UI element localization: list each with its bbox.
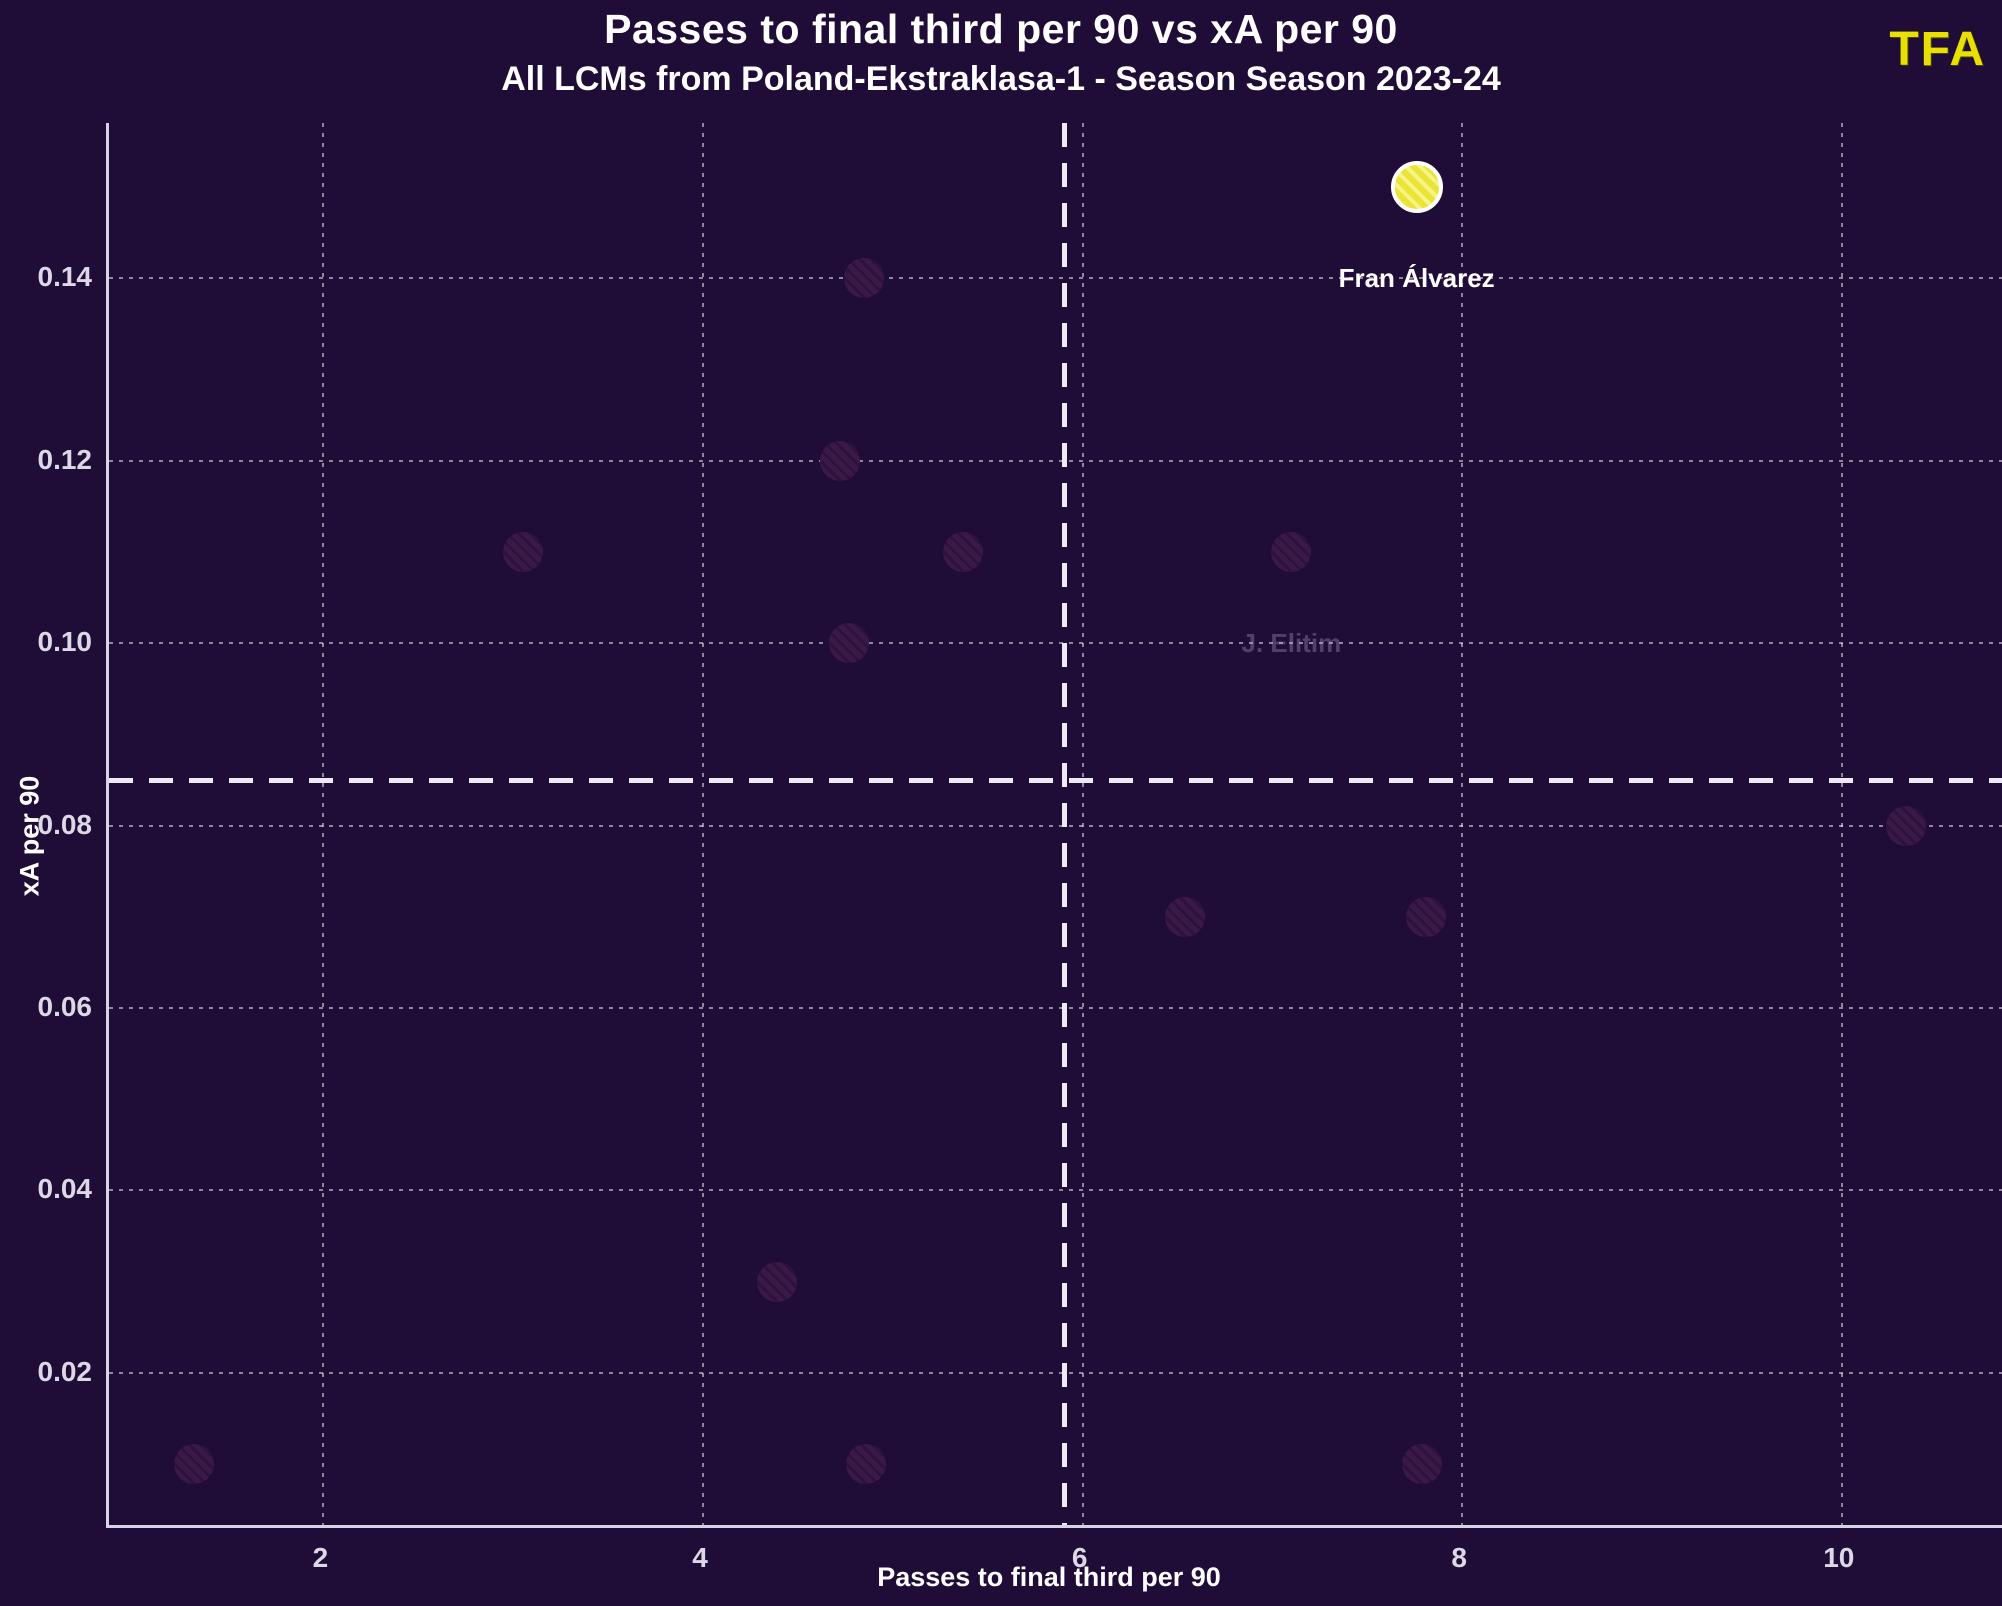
gridline-y xyxy=(109,277,2002,280)
y-tick-label: 0.10 xyxy=(37,626,93,658)
gridline-x xyxy=(1461,123,1464,1525)
plot-area: Fran Álvarez J. Elitim xyxy=(106,123,2002,1528)
x-tick-label: 8 xyxy=(1451,1542,1467,1573)
data-point xyxy=(1271,531,1312,572)
data-point xyxy=(844,258,885,299)
x-tick-label: 10 xyxy=(1823,1542,1855,1573)
y-tick-label: 0.06 xyxy=(37,990,93,1022)
chart-title: Passes to final third per 90 vs xA per 9… xyxy=(604,6,1398,52)
data-point xyxy=(1886,805,1927,846)
data-point xyxy=(1165,896,1206,937)
mean-line-vertical xyxy=(1061,123,1067,1525)
data-point xyxy=(1406,896,1447,937)
y-tick-label: 0.08 xyxy=(37,808,93,840)
gridline-x xyxy=(702,123,705,1525)
y-tick-label: 0.04 xyxy=(37,1173,93,1205)
data-point xyxy=(846,1444,887,1485)
data-point xyxy=(829,623,870,664)
point-label: J. Elitim xyxy=(1241,627,1342,658)
gridline-x xyxy=(322,123,325,1525)
data-point xyxy=(943,531,984,572)
x-tick-label: 2 xyxy=(312,1542,329,1573)
tfa-logo: TFA xyxy=(1889,23,1986,76)
gridline-x xyxy=(1081,123,1084,1525)
data-point xyxy=(819,440,860,481)
y-tick-label: 0.12 xyxy=(37,443,93,475)
data-point-highlight xyxy=(1390,160,1443,213)
data-point xyxy=(502,531,543,572)
gridline-y xyxy=(109,1189,2002,1192)
x-tick-label: 6 xyxy=(1071,1542,1088,1573)
gridline-x xyxy=(1840,123,1843,1525)
gridline-y xyxy=(109,824,2002,827)
gridline-y xyxy=(109,1371,2002,1374)
gridline-y xyxy=(109,459,2002,462)
gridline-y xyxy=(109,642,2002,645)
y-tick-label: 0.02 xyxy=(37,1355,93,1387)
data-point xyxy=(174,1444,215,1485)
point-label: Fran Álvarez xyxy=(1338,262,1495,293)
chart-subtitle: All LCMs from Poland-Ekstraklasa-1 - Sea… xyxy=(501,60,1501,98)
y-axis-title: xA per 90 xyxy=(14,775,45,897)
mean-line-horizontal xyxy=(109,777,2002,783)
data-point xyxy=(757,1261,798,1302)
gridline-y xyxy=(109,1006,2002,1009)
x-tick-label: 4 xyxy=(692,1542,708,1573)
x-axis-title: Passes to final third per 90 xyxy=(877,1562,1221,1592)
data-point xyxy=(1402,1444,1443,1485)
y-tick-label: 0.14 xyxy=(37,261,93,293)
